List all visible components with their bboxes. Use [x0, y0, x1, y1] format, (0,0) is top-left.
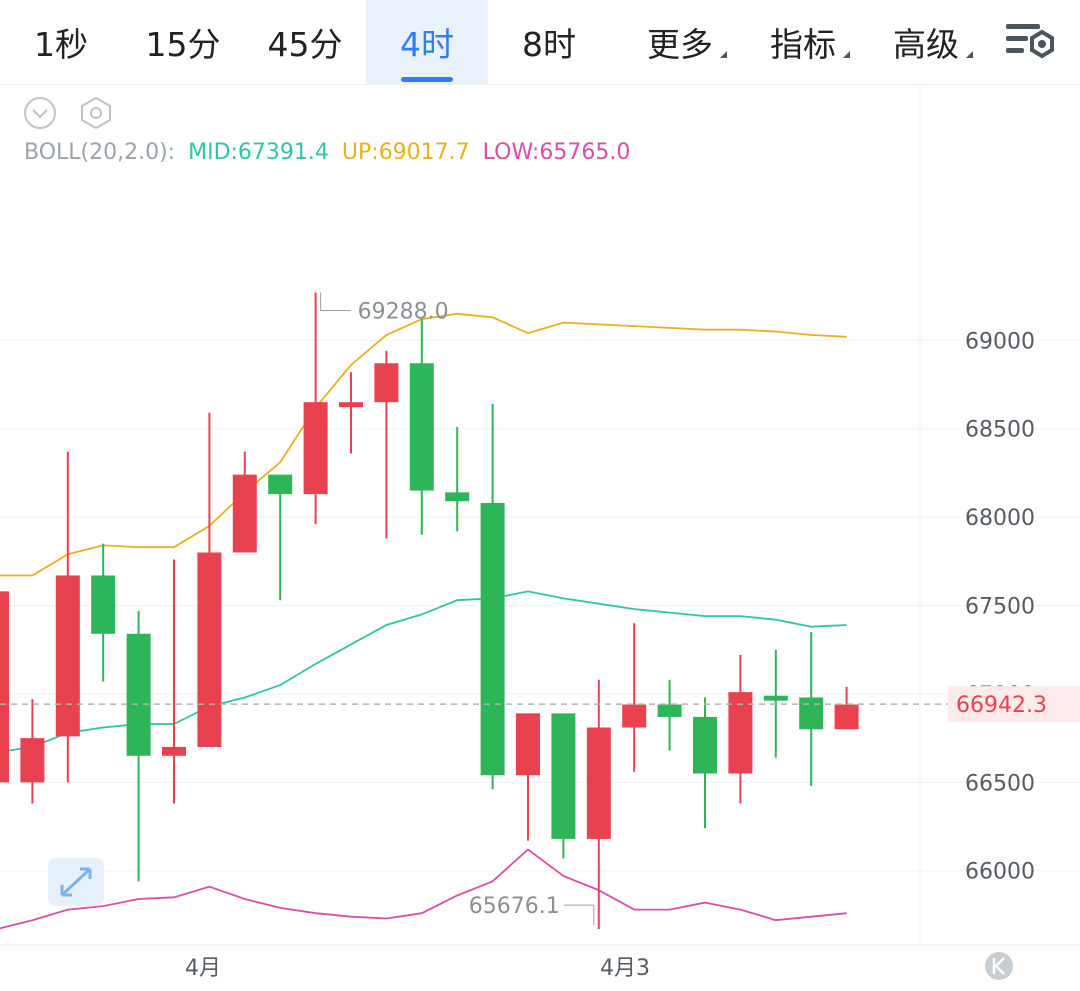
candle-body-up[interactable]	[516, 713, 540, 776]
boll-name: BOLL(20,2.0):	[24, 140, 176, 165]
candle-body-down[interactable]	[268, 474, 293, 495]
candle-body-down[interactable]	[551, 713, 576, 839]
x-tick-label: 4月3	[600, 956, 650, 981]
tab-45m[interactable]: 45分	[244, 0, 366, 84]
candle-body-up[interactable]	[162, 746, 186, 756]
tab-8h[interactable]: 8时	[488, 0, 610, 84]
candle-body-up[interactable]	[303, 402, 328, 495]
candle-body-down[interactable]	[126, 633, 151, 756]
boll-upper-line	[0, 312, 847, 577]
tab-separator	[0, 84, 1080, 85]
active-tab-indicator	[401, 77, 453, 82]
candle-body-up[interactable]	[622, 704, 647, 728]
candle-body-up[interactable]	[339, 402, 363, 408]
tab-advanced[interactable]: 高级	[871, 0, 981, 84]
dropdown-caret-icon	[720, 51, 727, 58]
current-price-label: 66942.3	[956, 693, 1047, 718]
tab-label: 1秒	[34, 25, 88, 64]
tab-1s[interactable]: 1秒	[0, 0, 122, 84]
candle-body-up[interactable]	[586, 727, 611, 839]
candle-body-up[interactable]	[728, 692, 753, 774]
tab-label: 15分	[145, 25, 221, 64]
tab-label: 8时	[522, 25, 576, 64]
candle-body-down[interactable]	[763, 695, 788, 701]
candle-body-down[interactable]	[409, 363, 434, 491]
collapse-chevron-icon[interactable]	[24, 97, 56, 129]
candle-body-down[interactable]	[799, 697, 824, 730]
boll-mid-line	[0, 590, 847, 753]
max-price-annotation: 69288.0	[358, 300, 449, 325]
x-tick-label: 4月	[185, 956, 221, 981]
expand-arrows-icon[interactable]	[48, 858, 104, 906]
tab-more[interactable]: 更多	[625, 0, 735, 84]
scroll-to-latest-icon[interactable]	[985, 952, 1013, 980]
y-tick-label: 66000	[965, 860, 1035, 885]
chart-settings-icon[interactable]	[998, 10, 1062, 74]
boll-up: UP:69017.7	[341, 140, 470, 165]
tab-label: 高级	[893, 25, 959, 64]
candle-body-up[interactable]	[834, 704, 859, 730]
y-tick-label: 68500	[965, 418, 1035, 443]
min-price-annotation: 65676.1	[469, 894, 560, 919]
dropdown-caret-icon	[843, 51, 850, 58]
y-tick-label: 68000	[965, 506, 1035, 531]
current-price-tag	[948, 686, 1080, 723]
candlestick-chart[interactable]: 6900068500680006750067000665006600069288…	[0, 84, 1080, 991]
tab-indicators[interactable]: 指标	[748, 0, 858, 84]
candle-body-up[interactable]	[0, 591, 9, 783]
candle-body-up[interactable]	[20, 738, 45, 783]
tab-label: 指标	[770, 25, 836, 64]
candle-body-down[interactable]	[480, 502, 505, 776]
settings-hexagon-icon[interactable]	[81, 96, 111, 130]
candle-body-up[interactable]	[374, 363, 399, 403]
candle-body-down[interactable]	[91, 575, 116, 634]
boll-legend: BOLL(20,2.0): MID:67391.4 UP:69017.7 LOW…	[24, 140, 636, 165]
tab-15m[interactable]: 15分	[122, 0, 244, 84]
boll-lower-line	[0, 848, 847, 930]
y-tick-label: 66500	[965, 771, 1035, 796]
tab-label: 更多	[647, 25, 713, 64]
candle-body-down[interactable]	[693, 716, 717, 774]
timeframe-tabs: 1秒 15分 45分 4时 8时 更多 指标 高级	[0, 0, 1080, 84]
candle-body-up[interactable]	[55, 575, 80, 737]
max-annotation-leader	[320, 292, 351, 312]
candle-body-down[interactable]	[445, 492, 470, 502]
tab-label: 4时	[400, 25, 454, 64]
candle-body-up[interactable]	[197, 552, 222, 747]
y-tick-label: 69000	[965, 329, 1035, 354]
boll-mid: MID:67391.4	[188, 140, 329, 165]
tab-4h[interactable]: 4时	[366, 0, 488, 84]
chart-toolbar	[24, 96, 111, 130]
candle-body-down[interactable]	[657, 704, 682, 717]
candle-body-up[interactable]	[232, 474, 257, 553]
tab-label: 45分	[267, 25, 343, 64]
boll-low: LOW:65765.0	[482, 140, 631, 165]
dropdown-caret-icon	[966, 51, 973, 58]
y-tick-label: 67500	[965, 595, 1035, 620]
